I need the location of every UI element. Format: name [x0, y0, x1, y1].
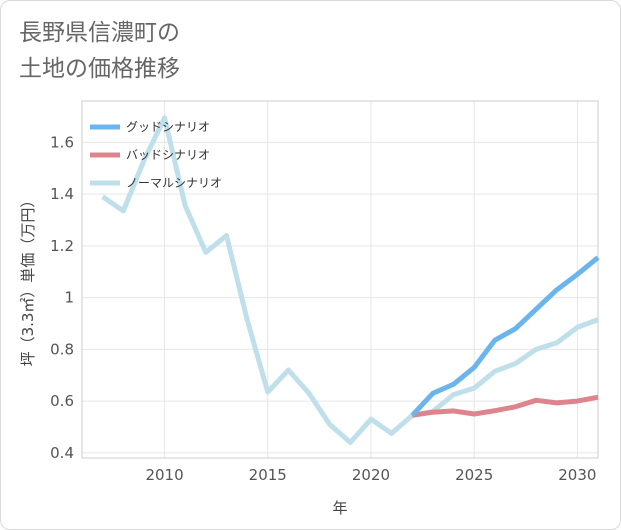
- legend-item-good[interactable]: グッドシナリオ: [90, 120, 210, 134]
- series-line-normal: [101, 115, 599, 445]
- chart-title-line-2: 土地の価格推移: [19, 56, 180, 82]
- legend-label: グッドシナリオ: [126, 120, 210, 134]
- y-tick-label: 0.6: [50, 392, 74, 410]
- y-tick-label: 0.8: [50, 340, 74, 358]
- legend-item-bad[interactable]: バッドシナリオ: [90, 148, 210, 162]
- series-layer: [101, 115, 600, 445]
- series-line-good: [410, 255, 600, 418]
- x-tick-label: 2025: [455, 466, 493, 484]
- x-tick-label: 2010: [145, 466, 183, 484]
- y-tick-label: 1.6: [50, 133, 74, 151]
- x-tick-label: 2015: [249, 466, 287, 484]
- y-tick-label: 0.4: [50, 444, 74, 462]
- y-tick-label: 1.4: [50, 185, 74, 203]
- chart-title: 長野県信濃町の 土地の価格推移: [19, 15, 180, 87]
- y-tick-label: 1: [64, 289, 74, 307]
- legend-item-normal[interactable]: ノーマルシナリオ: [90, 176, 222, 190]
- tick-layer: 0.4 0.6 0.8 1 1.2 1.4 1.6 2010 2015 2020 2025 2030: [50, 133, 596, 484]
- series-line-bad: [411, 394, 599, 418]
- legend-label: バッドシナリオ: [126, 148, 210, 162]
- x-axis-title: 年: [332, 499, 347, 517]
- plot-frame: [81, 100, 599, 459]
- y-axis-title: 坪（3.3㎡）単価（万円）: [19, 193, 37, 367]
- x-tick-label: 2020: [352, 466, 390, 484]
- y-tick-label: 1.2: [50, 237, 74, 255]
- x-tick-label: 2030: [558, 466, 596, 484]
- legend-label: ノーマルシナリオ: [126, 176, 222, 190]
- chart-title-line-1: 長野県信濃町の: [19, 20, 180, 46]
